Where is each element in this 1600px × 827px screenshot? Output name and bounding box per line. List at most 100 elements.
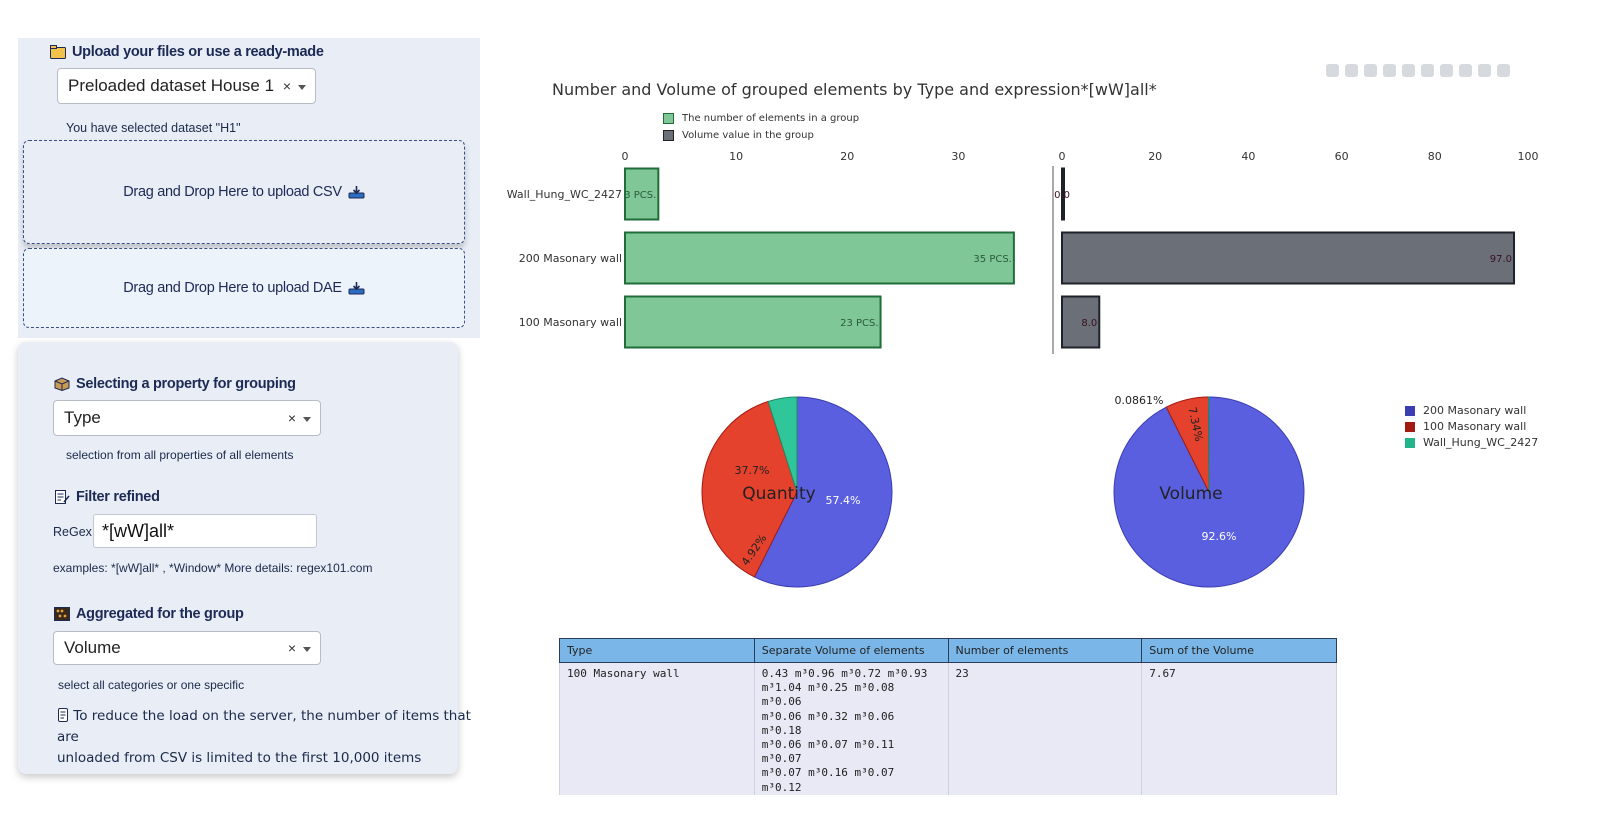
pie-legend-item-200[interactable]: 200 Masonary wall bbox=[1405, 404, 1526, 417]
lasso-icon[interactable] bbox=[1402, 64, 1415, 77]
pie-slice bbox=[1113, 396, 1305, 588]
dataset-dropdown-value: Preloaded dataset House 1 bbox=[68, 76, 275, 95]
bar-mark bbox=[1061, 295, 1101, 349]
bar-tick-label: 30 bbox=[951, 150, 965, 163]
chevron-down-icon[interactable] bbox=[298, 85, 306, 90]
legend-label: 100 Masonary wall bbox=[1423, 420, 1527, 433]
pie-data-label: 37.7% bbox=[735, 464, 770, 477]
bar-mark bbox=[1061, 167, 1065, 221]
pie-legend-item-wc[interactable]: Wall_Hung_WC_2427 bbox=[1405, 436, 1538, 449]
bar-tick-label: 20 bbox=[840, 150, 854, 163]
aggregate-dropdown[interactable]: Volume × bbox=[53, 631, 321, 665]
table-cell-type: 100 Masonary wall bbox=[559, 661, 755, 795]
bar-tick-label: 20 bbox=[1148, 150, 1162, 163]
table-header[interactable]: Number of elements bbox=[947, 638, 1143, 663]
zoom-in-icon[interactable] bbox=[1421, 64, 1434, 77]
pie-data-label: 92.6% bbox=[1202, 530, 1237, 543]
table-body: 100 Masonary wall 0.43 m³0.96 m³0.72 m³0.… bbox=[559, 661, 1337, 795]
data-table-container[interactable]: Type Separate Volume of elements Number … bbox=[559, 638, 1338, 795]
folder-icon bbox=[50, 45, 66, 59]
dae-dropzone[interactable]: Drag and Drop Here to upload DAE bbox=[23, 248, 465, 328]
pie-title: Volume bbox=[1159, 484, 1222, 504]
bar-mark bbox=[1061, 231, 1516, 285]
bar-data-label: 0.0 bbox=[1054, 190, 1070, 201]
legend-swatch bbox=[1405, 421, 1415, 432]
pie-legend-item-100[interactable]: 100 Masonary wall bbox=[1405, 420, 1526, 433]
grouping-note: selection from all properties of all ele… bbox=[66, 448, 294, 462]
aggregate-note: select all categories or one specific bbox=[58, 678, 245, 692]
csv-dropzone[interactable]: Drag and Drop Here to upload CSV bbox=[23, 140, 465, 244]
upload-icon bbox=[348, 186, 365, 199]
upload-section-title: Upload your files or use a ready-made bbox=[50, 44, 324, 60]
legend-swatch bbox=[663, 130, 674, 141]
legend-swatch bbox=[1405, 405, 1415, 416]
table-cell-volumes: 0.43 m³0.96 m³0.72 m³0.93 m³1.04 m³0.25 m… bbox=[753, 661, 949, 795]
dataset-dropdown[interactable]: Preloaded dataset House 1 × bbox=[57, 68, 316, 104]
home-icon[interactable] bbox=[1478, 64, 1491, 77]
aggregate-title-label: Aggregated for the group bbox=[76, 606, 244, 622]
table-header[interactable]: Sum of the Volume bbox=[1141, 638, 1337, 663]
table-header[interactable]: Type bbox=[559, 638, 755, 663]
pie-title: Quantity bbox=[742, 484, 815, 504]
bar-data-label: 35 PCS. bbox=[973, 254, 1011, 265]
box-select-icon[interactable] bbox=[1383, 64, 1396, 77]
aggregate-dropdown-value: Volume bbox=[64, 638, 121, 657]
legend-item-volume[interactable]: Volume value in the group bbox=[663, 130, 814, 141]
pie-data-label: 0.0861% bbox=[1115, 394, 1164, 407]
table-cell-sum: 7.67 bbox=[1141, 661, 1337, 795]
bar-mark bbox=[624, 231, 1015, 285]
chevron-down-icon[interactable] bbox=[303, 417, 311, 422]
bar-data-label: 3 PCS. bbox=[624, 190, 656, 201]
clear-icon[interactable]: × bbox=[287, 410, 296, 426]
regex-input[interactable]: *[wW]all* bbox=[93, 514, 317, 548]
grouping-section-title: Selecting a property for grouping bbox=[54, 376, 296, 392]
regex-label: ReGex bbox=[53, 525, 92, 539]
zoom-out-icon[interactable] bbox=[1440, 64, 1453, 77]
pie-slice bbox=[701, 400, 798, 578]
legend-label: Wall_Hung_WC_2427 bbox=[1423, 436, 1539, 449]
scroll-icon bbox=[58, 708, 68, 722]
zoom-icon[interactable] bbox=[1345, 64, 1358, 77]
bar-tick-label: 0 bbox=[622, 150, 629, 163]
table-header[interactable]: Separate Volume of elements bbox=[753, 638, 949, 663]
pan-icon[interactable] bbox=[1364, 64, 1377, 77]
plotly-logo-icon[interactable] bbox=[1497, 64, 1510, 77]
pie-data-label: 7.34% bbox=[1185, 406, 1205, 443]
pie-slice bbox=[1165, 396, 1210, 493]
legend-swatch bbox=[1405, 437, 1415, 448]
limit-note-line2: unloaded from CSV is limited to the firs… bbox=[57, 750, 422, 766]
filter-section-title: Filter refined bbox=[54, 489, 160, 505]
data-table: Type Separate Volume of elements Number … bbox=[559, 638, 1337, 795]
autoscale-icon[interactable] bbox=[1459, 64, 1472, 77]
clear-icon[interactable]: × bbox=[282, 78, 291, 94]
chart-title: Number and Volume of grouped elements by… bbox=[552, 80, 1157, 99]
regex-input-value: *[wW]all* bbox=[102, 520, 175, 541]
bar-tick-label: 0 bbox=[1059, 150, 1066, 163]
document-edit-icon bbox=[55, 490, 70, 504]
pie-slice bbox=[753, 396, 893, 588]
box-icon bbox=[54, 377, 70, 391]
table-cell-count: 23 bbox=[947, 661, 1143, 795]
grouping-dropdown[interactable]: Type × bbox=[53, 400, 321, 436]
bar-category-label: 100 Masonary wall bbox=[519, 316, 622, 329]
clear-icon[interactable]: × bbox=[287, 640, 296, 656]
legend-item-count[interactable]: The number of elements in a group bbox=[663, 113, 859, 124]
bar-category-label: 200 Masonary wall bbox=[519, 252, 622, 265]
abacus-icon bbox=[54, 607, 70, 621]
pie-slice bbox=[767, 396, 798, 493]
bar-tick-label: 80 bbox=[1428, 150, 1442, 163]
camera-icon[interactable] bbox=[1326, 64, 1339, 77]
filter-title-label: Filter refined bbox=[76, 489, 160, 505]
legend-label: Volume value in the group bbox=[682, 130, 814, 141]
bar-tick-label: 60 bbox=[1335, 150, 1349, 163]
bar-data-label: 23 PCS. bbox=[840, 318, 878, 329]
bar-category-label: Wall_Hung_WC_2427 bbox=[507, 188, 622, 201]
dae-dropzone-label: Drag and Drop Here to upload DAE bbox=[123, 280, 342, 296]
legend-label: 200 Masonary wall bbox=[1423, 404, 1527, 417]
csv-dropzone-label: Drag and Drop Here to upload CSV bbox=[123, 184, 342, 200]
bar-data-label: 8.0 bbox=[1081, 318, 1097, 329]
bar-data-label: 97.0 bbox=[1490, 254, 1512, 265]
chevron-down-icon[interactable] bbox=[303, 647, 311, 652]
grouping-title-label: Selecting a property for grouping bbox=[76, 376, 296, 392]
table-row[interactable]: 100 Masonary wall 0.43 m³0.96 m³0.72 m³0.… bbox=[559, 661, 1337, 795]
